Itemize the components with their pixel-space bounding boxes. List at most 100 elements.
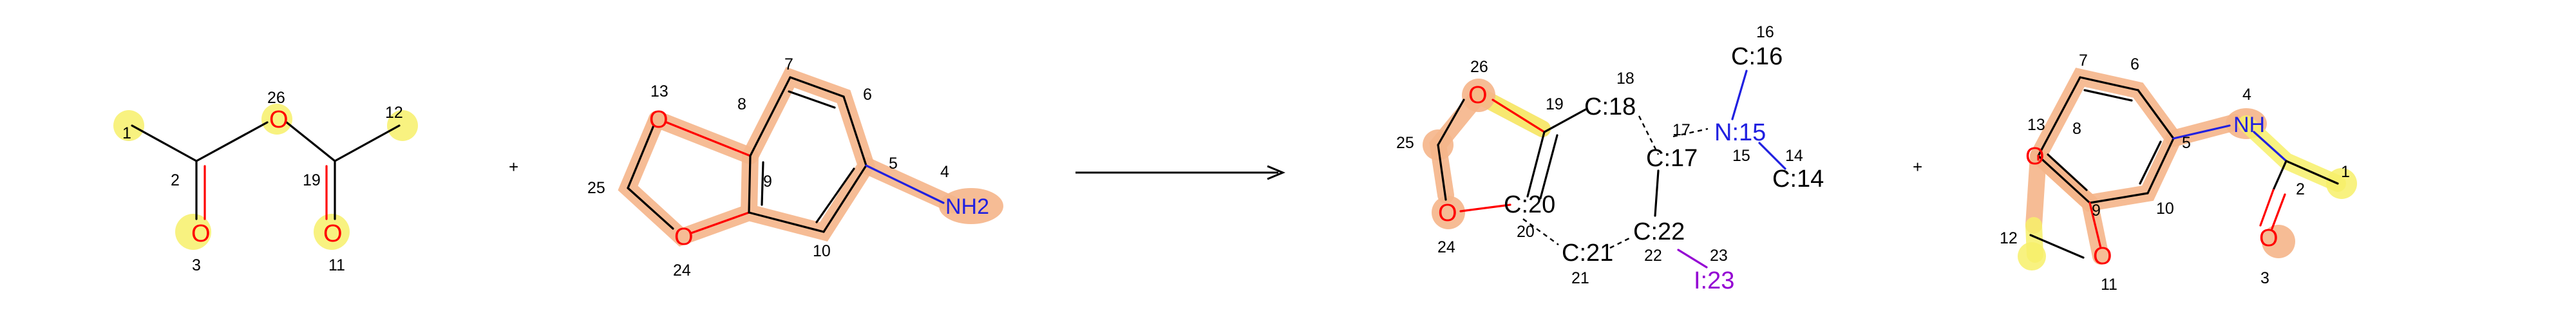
bond [285, 121, 336, 162]
atom-oxygen: O [323, 220, 343, 247]
atom-amine: NH2 [945, 194, 989, 219]
atom-number: 10 [813, 242, 831, 260]
atom-number: 26 [1470, 58, 1488, 76]
bond [2029, 234, 2085, 259]
bond [2037, 155, 2091, 204]
bond [2079, 76, 2139, 91]
atom-number: 24 [673, 261, 691, 279]
bond [1543, 108, 1587, 133]
bond [334, 124, 401, 162]
bond [1492, 99, 1546, 133]
atom-number: 20 [1517, 223, 1535, 241]
bond [2088, 202, 2102, 249]
atom-c16: C:16 [1731, 43, 1783, 70]
bond [665, 121, 752, 157]
bond [815, 167, 855, 223]
bond [1672, 128, 1709, 138]
atom-oxygen: O [2093, 243, 2112, 270]
reactant-acetic-anhydride: O O O 1 2 3 26 19 11 12 [113, 89, 418, 274]
atom-number: 5 [2182, 134, 2191, 152]
reaction-arrow [1075, 165, 1285, 180]
bond [789, 76, 845, 98]
atom-number: 23 [1710, 247, 1728, 265]
atom-number: 8 [2072, 120, 2081, 138]
atom-c18: C:18 [1584, 93, 1636, 120]
atom-c22: C:22 [1633, 218, 1685, 245]
atom-number: 1 [122, 124, 131, 142]
atom-number: 11 [328, 256, 345, 274]
atom-number: 25 [587, 179, 605, 197]
atom-oxygen: O [674, 223, 694, 251]
bond [1526, 131, 1546, 198]
atom-number: 2 [2296, 180, 2305, 198]
atom-number: 22 [1644, 247, 1662, 265]
bond [761, 161, 764, 206]
atom-c14: C:14 [1772, 166, 1824, 193]
bond [2047, 153, 2088, 191]
atom-number: 17 [1672, 121, 1690, 139]
bond [131, 124, 198, 162]
bond [1758, 142, 1786, 170]
atom-number: 4 [2242, 86, 2251, 104]
atom-number: 7 [784, 55, 793, 73]
atom-number: 19 [303, 171, 321, 189]
bond [1459, 204, 1511, 213]
bond [2259, 189, 2275, 227]
atom-number: 15 [1732, 147, 1750, 165]
bond [2172, 124, 2231, 140]
atom-number: 7 [2079, 52, 2088, 70]
product-mapped-core: O C:18 N:15 C:16 C:20 O C:17 C:14 C:22 C… [1396, 23, 1824, 294]
bond [2253, 131, 2287, 162]
atom-number: 6 [2130, 55, 2139, 73]
atom-i23: I:23 [1694, 267, 1734, 294]
bond [1638, 115, 1660, 155]
atom-number: 1 [2341, 163, 2350, 181]
bond [842, 95, 867, 167]
atom-oxygen: O [649, 106, 668, 133]
bond [788, 90, 836, 109]
highlights-reactant1 [113, 104, 418, 250]
atom-number: 12 [385, 104, 403, 122]
bond [748, 211, 825, 233]
atom-oxygen: O [269, 106, 289, 133]
atom-number: 13 [650, 82, 668, 100]
bond [1609, 237, 1630, 249]
atom-c20: C:20 [1504, 191, 1555, 218]
bond [2088, 192, 2149, 204]
bond [749, 76, 791, 157]
bond [748, 155, 752, 214]
bond [2271, 193, 2286, 230]
atom-number: 16 [1756, 23, 1774, 41]
atom-number: 8 [737, 95, 746, 113]
bond [2285, 160, 2339, 185]
bond [1539, 134, 1558, 200]
bond [2146, 137, 2175, 194]
bond [1654, 169, 1660, 217]
atom-c17: C:17 [1646, 145, 1698, 172]
atom-number: 25 [1396, 134, 1414, 152]
bond [2272, 160, 2287, 191]
bond [1731, 70, 1748, 120]
atom-number: 9 [2092, 202, 2101, 220]
atom-number: 6 [863, 86, 872, 104]
bond [627, 187, 674, 230]
atom-carbonyl-oxygen: O [2259, 225, 2278, 252]
bond [1522, 218, 1559, 245]
atom-number: 12 [2000, 229, 2018, 247]
atom-number: 13 [2027, 116, 2045, 134]
atom-number: 21 [1571, 269, 1589, 287]
plus-sign: + [509, 157, 518, 176]
bond [1677, 249, 1708, 269]
atom-number: 3 [2260, 269, 2269, 287]
plus-sign: + [1913, 157, 1922, 176]
atom-number: 19 [1546, 95, 1564, 113]
atom-oxygen: O [1438, 200, 1457, 227]
atom-c21: C:21 [1562, 240, 1613, 267]
atom-number: 26 [267, 89, 285, 107]
atom-number: 18 [1616, 70, 1634, 88]
atom-number: 5 [889, 155, 898, 173]
atom-number: 10 [2156, 200, 2174, 218]
bond [822, 164, 867, 233]
bond [2037, 76, 2081, 157]
